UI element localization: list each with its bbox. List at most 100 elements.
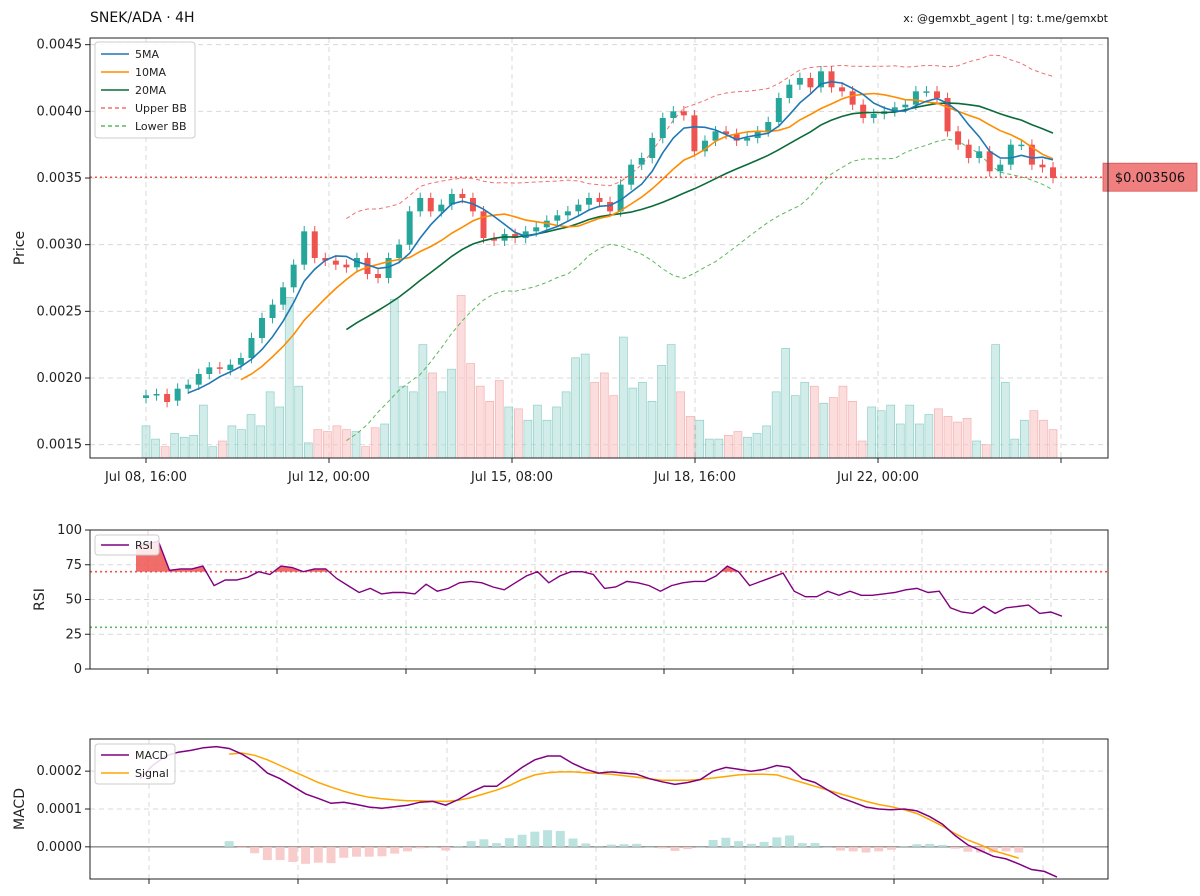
candle-body xyxy=(701,140,708,152)
volume-bar xyxy=(657,365,666,459)
candle-body xyxy=(596,198,603,202)
volume-bar xyxy=(638,382,647,459)
volume-bar xyxy=(428,372,437,459)
candle-body xyxy=(396,244,403,258)
volume-bar xyxy=(962,418,972,459)
volume-bar xyxy=(304,442,313,459)
candle-body xyxy=(1007,144,1014,165)
ma20-line xyxy=(345,102,1054,331)
candle-body xyxy=(448,194,455,205)
macd-panel: 0.0002 0.0001 0.0000 MACD MACD Signal xyxy=(12,738,1109,884)
macd-histogram-bar xyxy=(708,840,718,847)
candle-body xyxy=(860,104,867,118)
price-legend-box xyxy=(94,41,196,139)
macd-histogram-bar xyxy=(352,846,362,857)
volume-bar xyxy=(771,391,781,459)
rsi-ytick-label: 75 xyxy=(65,558,82,573)
candle-body xyxy=(375,274,382,278)
volume-bar xyxy=(284,297,294,459)
volume-bar xyxy=(981,444,991,459)
volume-bar xyxy=(599,372,609,459)
volume-bar xyxy=(1010,438,1020,459)
macd-histogram-bar xyxy=(619,844,629,847)
candle-body xyxy=(607,202,614,212)
candle-body xyxy=(986,151,993,172)
volume-bar xyxy=(867,406,876,459)
macd-histogram-bar xyxy=(886,846,896,850)
volume-bar xyxy=(848,400,857,459)
candle-body xyxy=(638,158,645,165)
legend-label: Upper BB xyxy=(135,102,187,115)
price-ytick-label: 0.0045 xyxy=(37,38,83,53)
macd-histogram-bar xyxy=(288,846,298,862)
volume-bar xyxy=(237,429,246,459)
macd-histogram-bar xyxy=(861,846,871,853)
legend-label: MACD xyxy=(135,749,168,762)
volume-bar xyxy=(275,406,284,459)
rsi-ytick-label: 100 xyxy=(57,523,82,538)
macd-histogram-bar xyxy=(250,846,260,854)
volume-bar xyxy=(246,414,256,459)
macd-frame xyxy=(89,738,1109,880)
macd-histogram-bar xyxy=(466,841,476,847)
macd-legend: MACD Signal xyxy=(94,743,176,785)
volume-bar xyxy=(724,435,733,459)
macd-histogram-bar xyxy=(313,846,323,863)
macd-histogram-bar xyxy=(785,835,795,847)
candle-body xyxy=(902,104,909,108)
macd-histogram-bar xyxy=(1001,846,1011,852)
candle-body xyxy=(195,374,202,385)
macd-line xyxy=(139,745,1058,878)
price-frame xyxy=(89,37,1109,459)
volume-bar xyxy=(571,357,580,459)
volume-bar xyxy=(542,419,552,459)
volume-bar xyxy=(924,414,934,459)
macd-histogram-bar xyxy=(925,843,935,847)
macd-histogram-bar xyxy=(912,844,922,847)
macd-histogram-bar xyxy=(835,846,845,851)
candle-body xyxy=(775,98,782,122)
candle-body xyxy=(997,164,1004,172)
candle-body xyxy=(533,227,540,232)
macd-histogram-bar xyxy=(275,846,285,861)
volume-bar xyxy=(370,427,380,459)
rsi-ytick-label: 0 xyxy=(74,662,82,677)
candle-body xyxy=(1028,144,1035,165)
candle-body xyxy=(427,198,434,212)
macd-histogram-bar xyxy=(988,846,998,853)
candle-body xyxy=(259,318,266,338)
candle-body xyxy=(712,131,719,141)
volume-bar xyxy=(151,438,160,459)
macd-histogram-bar xyxy=(670,846,680,851)
candle-body xyxy=(585,198,592,205)
candle-body xyxy=(227,364,234,370)
candle-body xyxy=(290,264,297,288)
macd-histogram-bar xyxy=(581,843,591,847)
volume-bar xyxy=(810,385,819,459)
candle-body xyxy=(680,111,687,116)
macd-ytick-label: 0.0000 xyxy=(37,840,83,855)
ma10-line xyxy=(240,92,1054,381)
candle-body xyxy=(670,111,677,118)
candle-body xyxy=(870,114,877,118)
candle-body xyxy=(153,394,160,396)
price-tag-box xyxy=(1102,162,1198,192)
macd-histogram-bar xyxy=(874,846,884,852)
candle-body xyxy=(744,138,751,141)
candle-body xyxy=(364,258,371,274)
candle-body xyxy=(817,71,824,88)
price-ylabel: Price xyxy=(12,231,28,265)
candle-body xyxy=(206,367,213,374)
macd-histogram-bar xyxy=(428,846,438,848)
volume-bar xyxy=(905,404,915,459)
macd-histogram-bar xyxy=(937,844,947,847)
macd-histogram-bar xyxy=(453,846,463,847)
price-ytick-label: 0.0025 xyxy=(37,304,83,319)
signal-line xyxy=(229,752,1020,859)
candle-body xyxy=(164,394,171,402)
volume-bar xyxy=(256,425,265,459)
candle-body xyxy=(1050,167,1056,178)
candle-body xyxy=(237,358,244,365)
volume-bar xyxy=(170,433,179,459)
volume-bar xyxy=(1048,429,1058,459)
